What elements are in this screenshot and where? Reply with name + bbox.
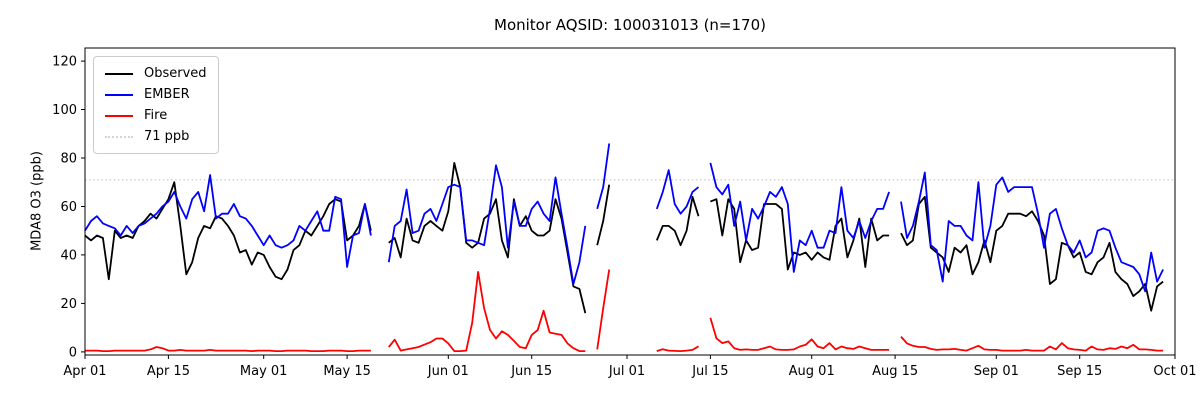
y-axis-label: MDA8 O3 (ppb) bbox=[29, 151, 45, 251]
legend-item: Observed bbox=[105, 63, 207, 84]
x-tick-label: Jun 01 bbox=[427, 364, 469, 379]
series-line-ember bbox=[84, 143, 1164, 293]
x-tick-label: Jun 15 bbox=[510, 364, 552, 379]
x-tick-label: Aug 01 bbox=[789, 364, 835, 379]
legend-label: Fire bbox=[144, 108, 168, 123]
chart-title: Monitor AQSID: 100031013 (n=170) bbox=[494, 16, 766, 34]
legend-item: EMBER bbox=[105, 84, 207, 105]
y-tick-label: 80 bbox=[60, 152, 77, 167]
series-line-observed bbox=[84, 162, 1164, 314]
legend-label: Observed bbox=[144, 66, 207, 81]
legend-line-sample bbox=[105, 135, 133, 138]
legend-line-sample bbox=[105, 72, 133, 75]
y-tick-label: 40 bbox=[60, 248, 77, 263]
x-tick-label: Jul 01 bbox=[608, 364, 645, 379]
y-tick-label: 20 bbox=[60, 297, 77, 312]
y-tick-label: 100 bbox=[52, 103, 77, 118]
x-tick-label: Oct 01 bbox=[1153, 364, 1196, 379]
legend-item: Fire bbox=[105, 105, 207, 126]
x-tick-label: Sep 15 bbox=[1057, 364, 1102, 379]
x-tick-label: May 01 bbox=[240, 364, 288, 379]
y-tick-label: 120 bbox=[52, 55, 77, 70]
x-tick-label: Jul 15 bbox=[691, 364, 728, 379]
legend-line-sample bbox=[105, 93, 133, 96]
x-tick-label: Apr 01 bbox=[63, 364, 106, 379]
x-tick-label: Aug 15 bbox=[872, 364, 918, 379]
plot-frame bbox=[84, 47, 1176, 356]
y-tick-label: 60 bbox=[60, 200, 77, 215]
y-tick-label: 0 bbox=[69, 345, 77, 360]
legend-label: EMBER bbox=[144, 87, 190, 102]
x-tick-label: Sep 01 bbox=[974, 364, 1019, 379]
legend: Observed EMBER Fire 71 ppb bbox=[93, 56, 219, 154]
series-line-fire bbox=[85, 269, 1164, 352]
x-tick-label: Apr 15 bbox=[147, 364, 190, 379]
legend-item: 71 ppb bbox=[105, 126, 207, 147]
legend-label: 71 ppb bbox=[144, 129, 190, 144]
x-tick-label: May 15 bbox=[323, 364, 371, 379]
legend-line-sample bbox=[105, 114, 133, 117]
